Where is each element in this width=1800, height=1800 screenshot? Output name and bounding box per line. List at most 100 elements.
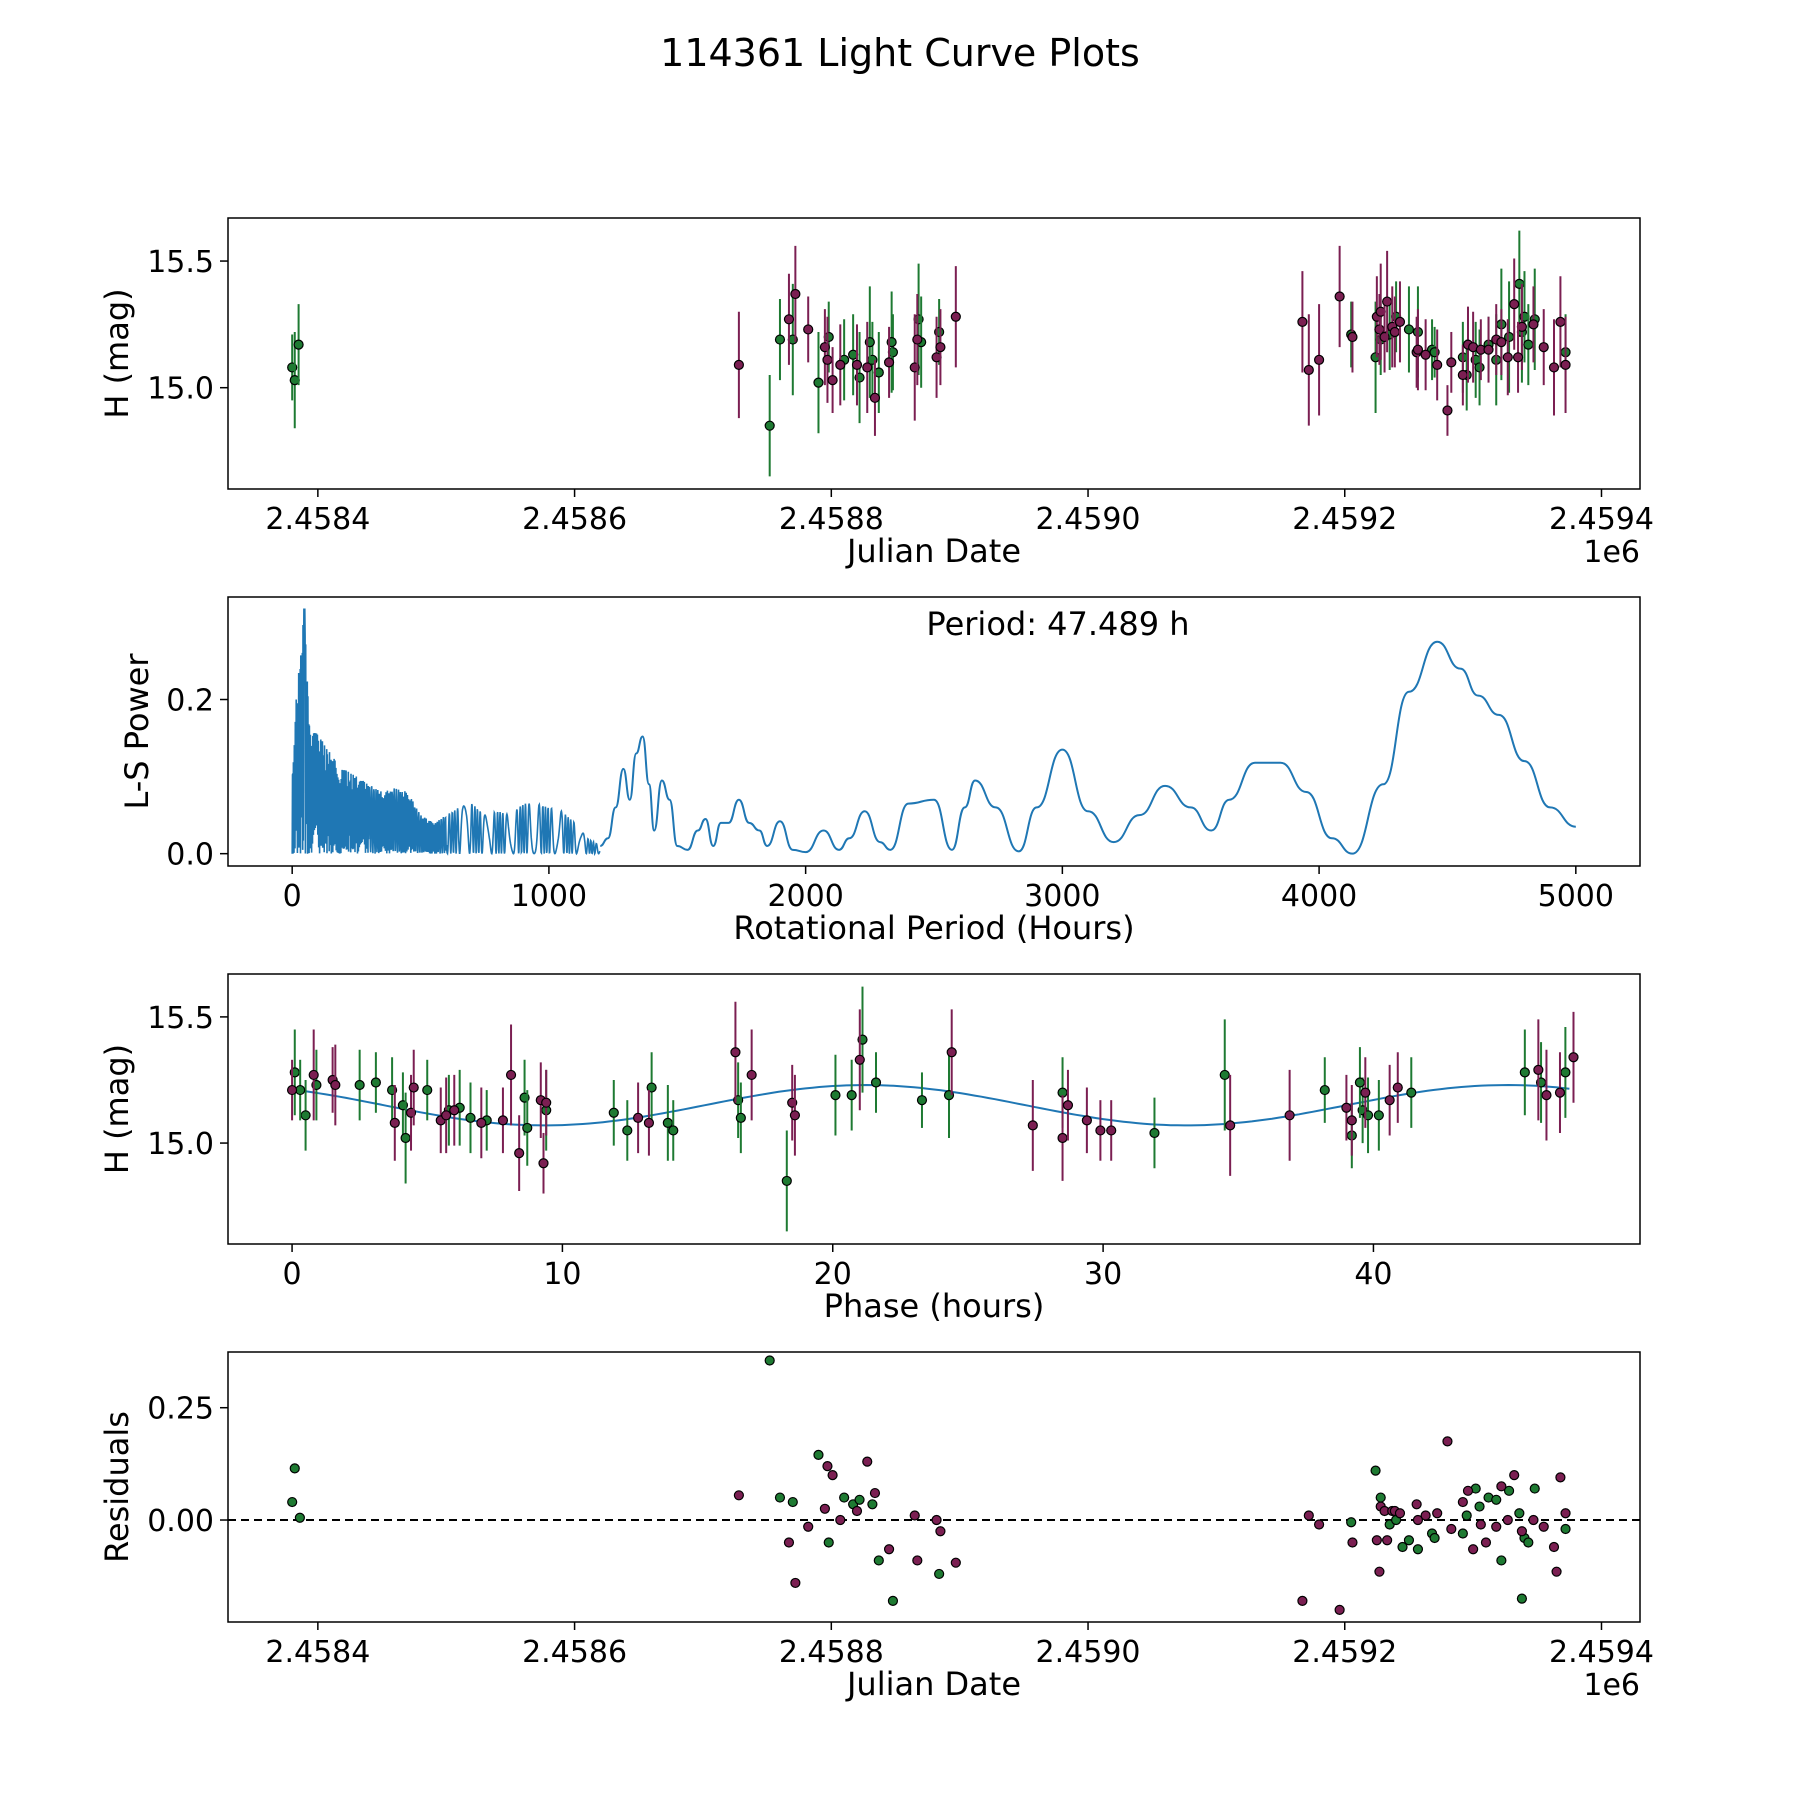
data-point — [449, 1105, 460, 1116]
y-tick-label: 0.2 — [166, 684, 214, 719]
data-point — [735, 1112, 746, 1123]
data-point — [1297, 1595, 1308, 1606]
data-point — [1491, 1521, 1502, 1532]
x-tick-label: 2.4584 — [265, 1635, 370, 1670]
data-point — [935, 1526, 946, 1537]
data-point — [862, 1456, 873, 1467]
data-point — [822, 354, 833, 365]
data-point — [1468, 1544, 1479, 1555]
data-point — [1412, 1514, 1424, 1526]
data-point — [308, 1069, 319, 1081]
data-point — [887, 1595, 899, 1606]
data-point — [1382, 1535, 1393, 1546]
data-point — [294, 1512, 305, 1523]
data-point — [1480, 1537, 1492, 1548]
data-point — [1360, 1087, 1371, 1098]
x-axis-label: Rotational Period (Hours) — [733, 909, 1134, 947]
x-tick-label: 2.4594 — [1549, 1635, 1654, 1670]
data-point — [1334, 291, 1345, 302]
axes-frame — [227, 217, 1641, 490]
y-tick-label: 15.0 — [147, 372, 214, 407]
x-tick-label: 2.4592 — [1292, 502, 1397, 537]
plot-area — [291, 608, 1576, 857]
data-point — [1474, 1501, 1485, 1512]
data-point — [1313, 1519, 1325, 1530]
data-point — [1523, 339, 1534, 350]
data-point — [1548, 1541, 1560, 1553]
data-point — [1457, 369, 1468, 381]
data-point — [1347, 331, 1358, 343]
x-tick-label: 30 — [1084, 1257, 1122, 1292]
data-point — [1514, 1508, 1525, 1519]
data-point — [1523, 1537, 1534, 1548]
plot-area — [286, 986, 1579, 1232]
data-point — [1509, 299, 1520, 310]
y-tick-label: 0.0 — [166, 838, 214, 873]
data-point — [646, 1082, 657, 1093]
data-point — [441, 1110, 452, 1121]
series-green — [289, 986, 1571, 1232]
x-axis-label: Julian Date — [845, 532, 1021, 570]
x-axis-label: Julian Date — [845, 1665, 1021, 1703]
data-point — [774, 334, 786, 345]
periodogram-dense-series — [291, 608, 601, 857]
data-point — [846, 1090, 857, 1101]
x-tick-label: 2.4594 — [1549, 502, 1654, 537]
data-point — [783, 314, 795, 325]
data-point — [950, 311, 961, 322]
y-tick-label: 15.0 — [147, 1127, 214, 1162]
axes-frame — [227, 973, 1641, 1245]
data-point — [916, 1095, 928, 1106]
data-point — [1560, 359, 1571, 370]
data-point — [622, 1125, 633, 1136]
data-point — [1313, 354, 1325, 365]
data-point — [1341, 1102, 1352, 1113]
data-point — [1496, 1555, 1507, 1566]
data-point — [1095, 1125, 1106, 1136]
data-point — [1354, 1077, 1366, 1088]
data-point — [1373, 1110, 1384, 1121]
data-point — [289, 1463, 300, 1474]
y-axis-label: L-S Power — [118, 653, 156, 810]
data-point — [912, 1555, 923, 1566]
y-axis-label: H (mag) — [98, 288, 136, 418]
data-point — [851, 359, 863, 370]
data-point — [1483, 344, 1494, 355]
data-point — [935, 342, 946, 353]
data-point — [1442, 405, 1453, 416]
data-point — [1411, 1499, 1422, 1510]
periodogram-smooth-series — [600, 640, 1576, 855]
data-point — [1568, 1052, 1579, 1063]
data-point — [497, 1115, 509, 1126]
data-point — [1375, 1492, 1386, 1503]
data-point — [823, 1537, 834, 1548]
data-point — [330, 1079, 341, 1091]
data-point — [1284, 1110, 1295, 1121]
x-axis-label: Phase (hours) — [824, 1287, 1045, 1325]
data-point — [408, 1082, 419, 1093]
data-point — [1389, 326, 1400, 338]
data-point — [1446, 357, 1457, 368]
series-purple — [733, 245, 1571, 436]
data-point — [1502, 1514, 1513, 1526]
data-point — [1374, 1566, 1385, 1577]
data-point — [827, 1469, 838, 1481]
y-tick-label: 15.5 — [147, 245, 214, 280]
data-point — [1420, 349, 1431, 360]
data-point — [869, 1487, 881, 1499]
data-point — [1057, 1132, 1068, 1144]
data-point — [1457, 1496, 1468, 1508]
data-point — [1303, 1510, 1314, 1521]
data-point — [1491, 1494, 1502, 1505]
data-point — [1533, 1064, 1544, 1075]
data-point — [1541, 1090, 1552, 1101]
data-point — [827, 374, 838, 386]
data-point — [1027, 1120, 1038, 1131]
data-point — [538, 1158, 549, 1169]
data-point — [1406, 1087, 1417, 1098]
x-tick-label: 20 — [814, 1257, 852, 1292]
y-axis-label: Residuals — [98, 1411, 136, 1563]
data-point — [764, 1355, 775, 1366]
data-point — [1457, 1528, 1468, 1539]
x-tick-label: 2.4592 — [1292, 1635, 1397, 1670]
